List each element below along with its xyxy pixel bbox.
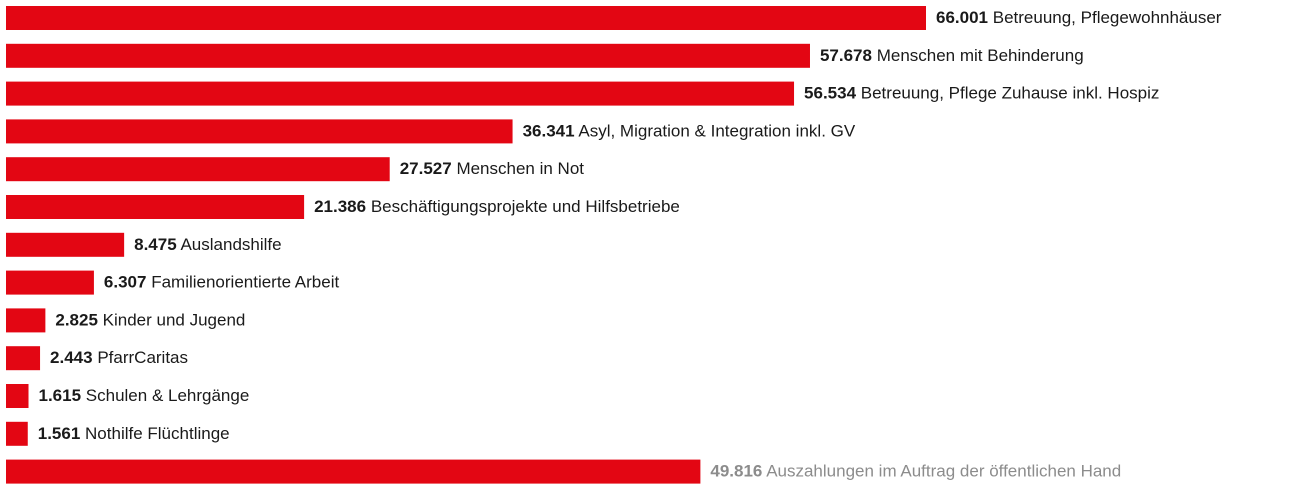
- bar: [6, 308, 46, 333]
- value-label: 8.475: [134, 235, 177, 254]
- value-label: 49.816: [710, 462, 762, 481]
- bar: [6, 459, 701, 484]
- category-label: Menschen in Not: [456, 160, 584, 179]
- bar: [6, 157, 390, 182]
- category-label: Nothilfe Flüchtlinge: [85, 424, 230, 443]
- bar-label: 57.678 Menschen mit Behinderung: [820, 46, 1084, 65]
- category-label: Menschen mit Behinderung: [877, 46, 1084, 65]
- value-label: 2.443: [50, 349, 93, 368]
- category-label: PfarrCaritas: [97, 349, 188, 368]
- bar: [6, 6, 926, 30]
- bar-label: 6.307 Familienorientierte Arbeit: [104, 273, 340, 292]
- bar-label: 1.561 Nothilfe Flüchtlinge: [38, 424, 230, 443]
- bar: [6, 232, 125, 257]
- bar: [6, 346, 41, 371]
- bar-label: 36.341 Asyl, Migration & Integration ink…: [523, 122, 856, 141]
- value-label: 66.001: [936, 8, 988, 27]
- bar-label: 66.001 Betreuung, Pflegewohnhäuser: [936, 8, 1222, 27]
- category-label: Auszahlungen im Auftrag der öffentlichen…: [766, 462, 1121, 481]
- bar-label: 2.443 PfarrCaritas: [50, 349, 188, 368]
- value-label: 1.615: [39, 386, 82, 405]
- category-label: Familienorientierte Arbeit: [151, 273, 339, 292]
- bar-label: 56.534 Betreuung, Pflege Zuhause inkl. H…: [804, 84, 1159, 103]
- value-label: 21.386: [314, 197, 366, 216]
- category-label: Auslandshilfe: [180, 235, 281, 254]
- bar-label: 27.527 Menschen in Not: [400, 160, 585, 179]
- bar-label: 2.825 Kinder und Jugend: [55, 311, 245, 330]
- value-label: 57.678: [820, 46, 872, 65]
- category-label: Betreuung, Pflegewohnhäuser: [993, 8, 1222, 27]
- bar-label: 49.816 Auszahlungen im Auftrag der öffen…: [710, 462, 1121, 481]
- bar-label: 21.386 Beschäftigungsprojekte und Hilfsb…: [314, 197, 680, 216]
- category-label: Kinder und Jugend: [103, 311, 246, 330]
- value-label: 27.527: [400, 160, 452, 179]
- bar: [6, 81, 795, 106]
- value-label: 1.561: [38, 424, 81, 443]
- bar-label: 8.475 Auslandshilfe: [134, 235, 281, 254]
- bar: [6, 43, 810, 68]
- bar: [6, 384, 29, 408]
- category-label: Betreuung, Pflege Zuhause inkl. Hospiz: [861, 84, 1160, 103]
- bar: [6, 421, 28, 446]
- value-label: 6.307: [104, 273, 147, 292]
- bar: [6, 270, 94, 295]
- bar-label: 1.615 Schulen & Lehrgänge: [39, 386, 250, 405]
- category-label: Schulen & Lehrgänge: [86, 386, 250, 405]
- category-label: Beschäftigungsprojekte und Hilfsbetriebe: [371, 197, 680, 216]
- bar: [6, 195, 305, 219]
- value-label: 36.341: [523, 122, 575, 141]
- value-label: 2.825: [55, 311, 98, 330]
- category-label: Asyl, Migration & Integration inkl. GV: [578, 122, 856, 141]
- value-label: 56.534: [804, 84, 857, 103]
- bar: [6, 119, 513, 144]
